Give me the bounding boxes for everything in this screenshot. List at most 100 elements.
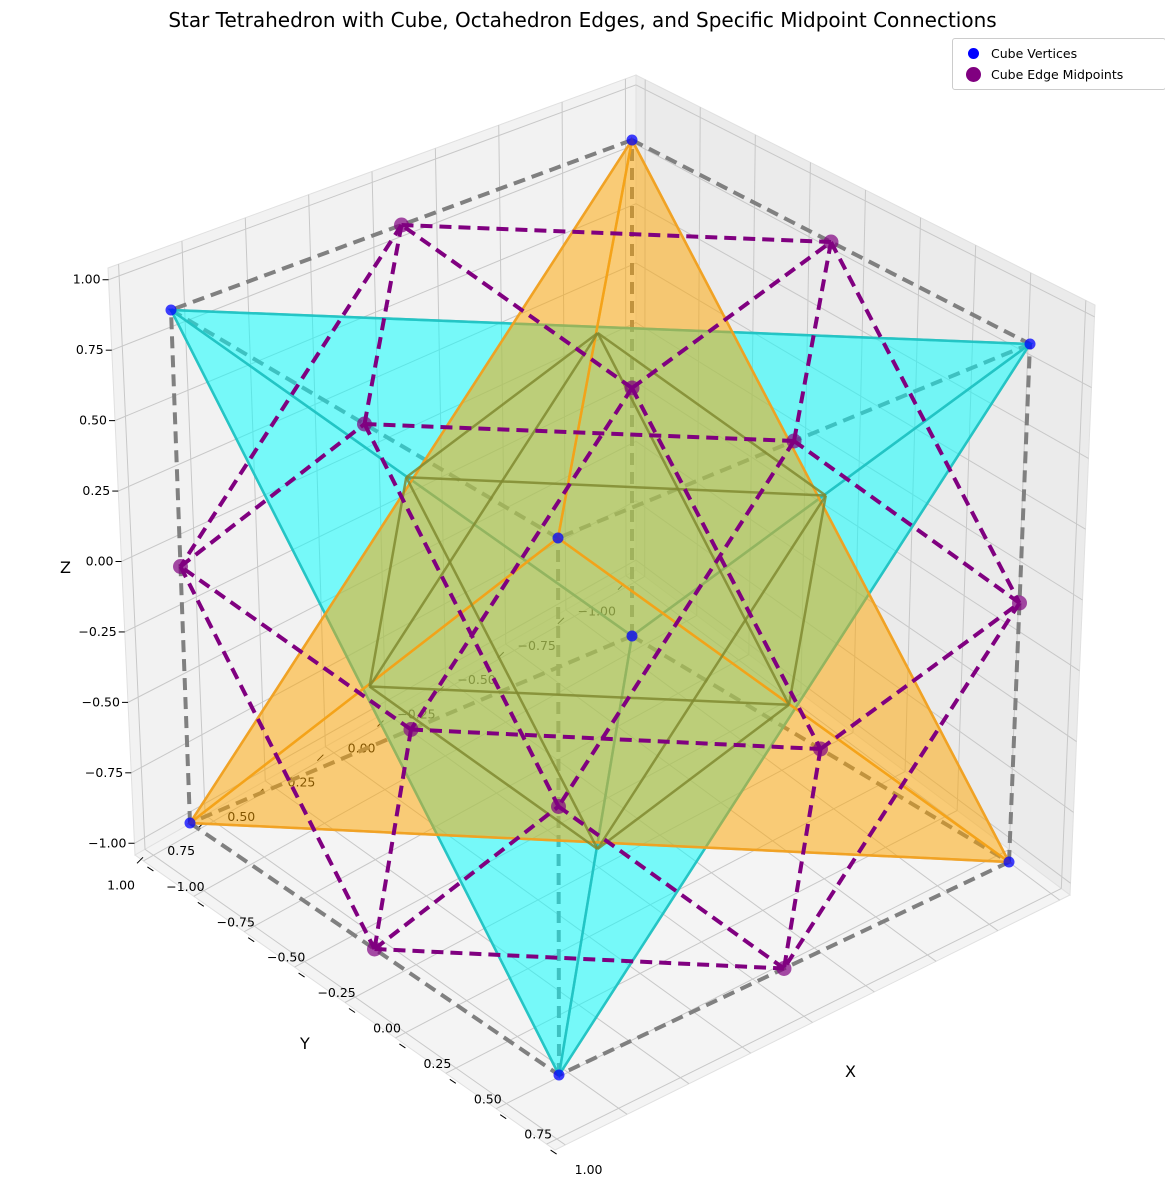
cube-vertex-marker — [553, 1069, 565, 1081]
midpoint-marker — [786, 433, 802, 449]
octa-edge — [405, 332, 599, 479]
grid-line — [635, 322, 1083, 601]
y-axis-label: Y — [299, 1034, 310, 1053]
midpoint-marker — [823, 234, 839, 250]
x-tick-label: 1.00 — [575, 1162, 603, 1177]
axis-panes — [107, 74, 1096, 1151]
midpoint-link — [362, 224, 404, 425]
midpoint-marker — [624, 380, 640, 396]
cube-vertex-marker — [184, 817, 196, 829]
cube-vertex-marker — [1024, 338, 1036, 350]
midpoint-marker — [403, 722, 419, 737]
grid-line — [495, 849, 1010, 1110]
midpoint-link — [792, 241, 833, 442]
midpoint-link — [400, 223, 634, 390]
grid-line — [1060, 300, 1087, 889]
midpoint-link — [782, 601, 1022, 970]
x-tick-mark — [197, 901, 205, 907]
z-tick-label: −1.00 — [88, 835, 126, 850]
tetra-cyan-face — [166, 308, 1034, 638]
y-tick-mark — [317, 754, 324, 762]
midpoint-marker — [367, 941, 382, 957]
midpoint-marker — [776, 961, 792, 976]
legend-item-cube-edge-midpoints: Cube Edge Midpoints — [959, 64, 1159, 85]
grid-line — [244, 217, 266, 781]
midpoint-link — [829, 241, 1022, 604]
x-tick-label: 0.50 — [474, 1091, 502, 1106]
cube-vertex-marker — [626, 630, 638, 642]
midpoint-link — [557, 804, 786, 971]
grid-line — [108, 84, 637, 281]
x-tick-label: −0.50 — [267, 950, 305, 965]
octa-edge — [368, 332, 599, 688]
cube-edge-midpoint-markers — [173, 217, 1027, 976]
grid-line — [111, 143, 637, 351]
grid-line — [635, 143, 1092, 389]
tick-labels: −1.00 −0.75 −0.50 −0.25 0.00 0.25 0.50 0.75 1.00… — [73, 272, 625, 1177]
octa-edge — [596, 494, 827, 850]
grid-line — [121, 322, 637, 562]
legend-label: Cube Vertices — [991, 46, 1078, 61]
midpoint-link — [792, 439, 1021, 605]
midpoint-link — [364, 422, 795, 443]
octa-edge — [405, 476, 599, 850]
tetrahedron-cyan — [166, 308, 1034, 1079]
octa-edge — [368, 685, 599, 851]
grid-line — [325, 746, 751, 1054]
midpoint-connections — [178, 223, 1022, 971]
midpoint-marker — [357, 416, 372, 432]
midpoint-link — [362, 423, 561, 808]
octa-edge — [368, 477, 408, 687]
grid-line — [904, 217, 922, 772]
grid-line — [144, 848, 566, 1146]
cube-vertex-marker — [165, 304, 177, 316]
midpoint-marker — [1012, 595, 1027, 611]
x-axis-label: X — [845, 1062, 856, 1081]
x-tick-mark — [298, 972, 305, 978]
cube-vertex-markers — [165, 134, 1036, 1081]
midpoint-link — [410, 727, 821, 751]
x-tick-label: 0.75 — [524, 1127, 552, 1142]
grid-line — [114, 203, 637, 422]
x-tick-mark — [499, 1114, 507, 1120]
z-tick-label: 0.25 — [82, 483, 110, 498]
z-tick-label: 1.00 — [73, 272, 101, 287]
x-tick-mark — [449, 1078, 457, 1084]
x-tick-label: −1.00 — [166, 879, 204, 894]
x-tick-mark — [399, 1043, 406, 1049]
y-tick-label: −0.50 — [457, 672, 495, 687]
grid-line — [956, 245, 977, 811]
z-tick-label: 0.75 — [76, 342, 104, 357]
midpoint-link — [556, 439, 796, 808]
midpoint-link — [409, 386, 634, 731]
octa-edge — [369, 685, 790, 706]
x-tick-label: 0.00 — [373, 1021, 401, 1036]
y-tick-label: 0.00 — [348, 741, 376, 756]
chart-title: Star Tetrahedron with Cube, Octahedron E… — [168, 8, 997, 32]
pane-z — [134, 569, 1071, 1151]
midpoint-link — [178, 223, 404, 568]
y-tick-mark — [557, 617, 565, 625]
y-tick-mark — [136, 856, 144, 864]
grid-line — [264, 780, 690, 1085]
legend-label: Cube Edge Midpoints — [991, 67, 1124, 82]
midpoint-link — [179, 564, 413, 732]
x-tick-mark — [147, 866, 154, 872]
midpoint-marker — [551, 799, 566, 814]
grid-line — [395, 771, 906, 1039]
midpoint-link — [373, 804, 560, 951]
grid-line — [1008, 272, 1032, 850]
cube-edge — [188, 821, 561, 1077]
z-tick-label: −0.50 — [82, 694, 120, 709]
x-tick-label: 0.25 — [423, 1056, 451, 1071]
y-tick-label: 0.50 — [227, 809, 255, 824]
grid-line — [635, 262, 1086, 530]
x-tick-label: −0.25 — [317, 985, 355, 1000]
y-tick-label: 0.75 — [167, 843, 195, 858]
z-tick-label: 0.50 — [79, 413, 107, 428]
midpoint-link — [630, 240, 833, 390]
x-tick-mark — [348, 1008, 356, 1013]
midpoint-marker — [813, 741, 828, 757]
octa-edge — [406, 476, 826, 497]
